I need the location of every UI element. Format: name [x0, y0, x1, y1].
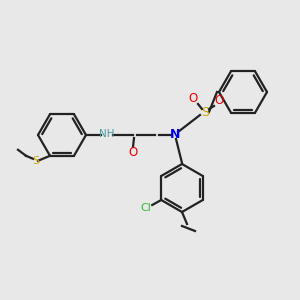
- Text: N: N: [170, 128, 180, 142]
- Text: O: O: [128, 146, 138, 158]
- Text: S: S: [32, 156, 40, 166]
- Text: NH: NH: [99, 129, 115, 139]
- Text: S: S: [201, 106, 209, 118]
- Text: O: O: [188, 92, 198, 104]
- Text: Cl: Cl: [141, 203, 152, 213]
- Text: O: O: [214, 94, 224, 106]
